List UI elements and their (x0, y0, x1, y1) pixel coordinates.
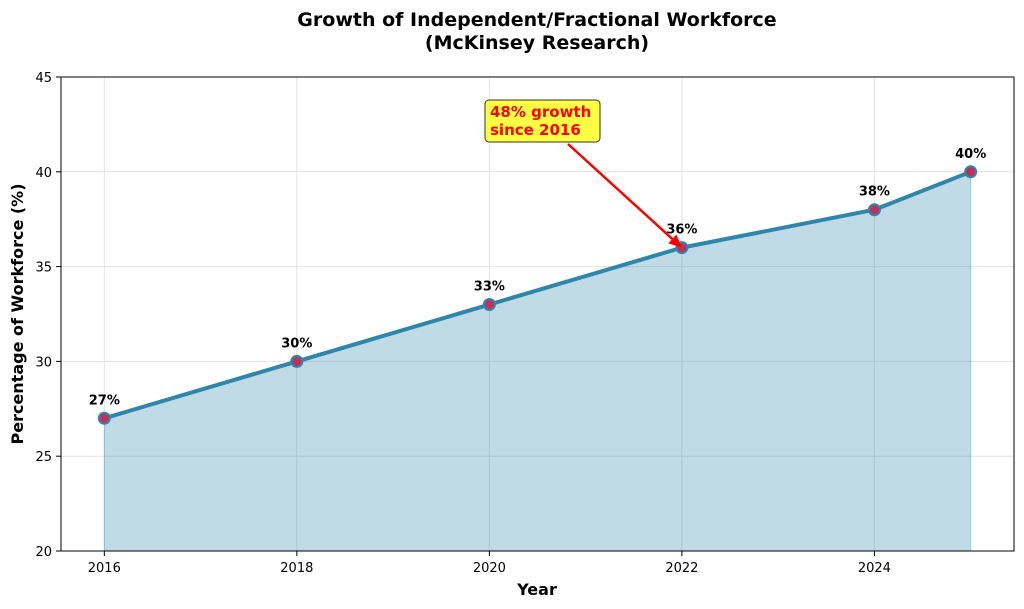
axis-ticks: 2016 2018 2020 2022 2024 20 25 30 35 40 45 (35, 71, 891, 576)
y-tick-label: 20 (35, 545, 52, 560)
data-label: 33% (474, 280, 505, 295)
y-tick-label: 30 (35, 355, 52, 370)
chart-title: Growth of Independent/Fractional Workfor… (297, 9, 776, 31)
chart-subtitle: (McKinsey Research) (425, 32, 649, 54)
data-label: 38% (859, 185, 890, 200)
y-tick-label: 40 (35, 166, 52, 181)
x-axis-label: Year (516, 580, 557, 599)
annotation-arrowhead (668, 234, 682, 248)
series-line (102, 169, 973, 421)
data-point-marker (964, 165, 978, 179)
data-label-layer: 27% 30% 33% 36% 38% 40% (89, 147, 986, 408)
growth-annotation: 48% growth since 2016 (484, 99, 682, 248)
y-tick-label: 45 (35, 71, 52, 86)
annotation-box (484, 99, 601, 143)
data-label: 27% (89, 393, 120, 408)
x-tick-label: 2024 (858, 561, 891, 576)
data-point-marker (867, 203, 881, 217)
series-line-layer (102, 169, 973, 421)
y-tick-label: 25 (35, 450, 52, 465)
annotation-line-2: since 2016 (490, 121, 581, 139)
y-tick-label: 35 (35, 261, 52, 276)
data-point-marker (290, 354, 304, 368)
data-point-marker (97, 411, 111, 425)
data-point-marker (482, 298, 496, 312)
x-tick-label: 2022 (665, 561, 698, 576)
annotation-line-1: 48% growth (490, 103, 591, 121)
plot-frame (60, 76, 1015, 552)
data-label: 30% (281, 336, 312, 351)
data-label: 40% (955, 147, 986, 162)
annotation-arrow (567, 143, 674, 240)
data-label: 36% (666, 223, 697, 238)
x-tick-label: 2016 (88, 561, 121, 576)
x-tick-label: 2018 (280, 561, 313, 576)
y-axis-label: Percentage of Workforce (%) (8, 183, 27, 444)
x-tick-label: 2020 (473, 561, 506, 576)
marker-layer (97, 165, 978, 425)
